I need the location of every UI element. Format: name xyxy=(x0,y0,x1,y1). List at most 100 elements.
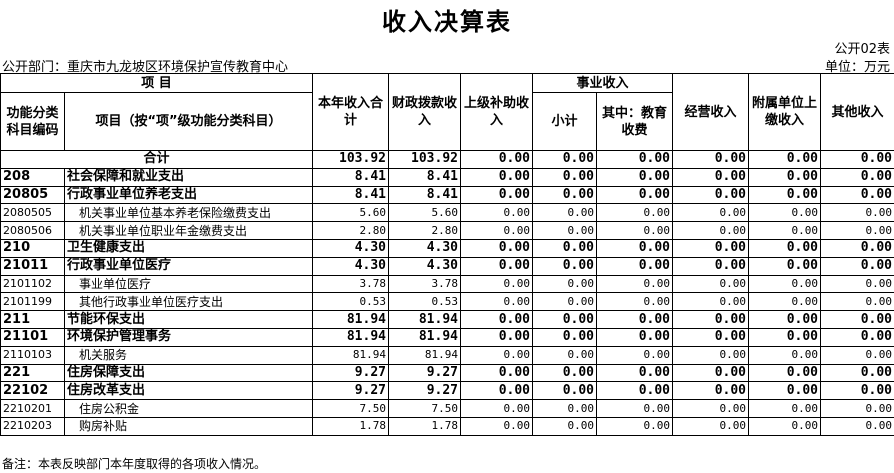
value-cell: 0.00 xyxy=(672,416,750,436)
value-cell: 0.00 xyxy=(820,399,894,418)
value-cell: 0.00 xyxy=(595,203,674,223)
value-cell: 0.00 xyxy=(460,150,533,169)
value-cell: 0.00 xyxy=(748,381,822,401)
data-row: 208 社会保障和就业支出 8.41 8.41 0.00 0.00 0.00 0.00 0.00… xyxy=(0,167,894,187)
value-cell: 0.00 xyxy=(820,310,894,329)
code-cell: 211 xyxy=(0,310,65,329)
name-cell: 购房补贴 xyxy=(64,416,313,436)
value-cell: 2.80 xyxy=(312,221,389,240)
value-cell: 0.00 xyxy=(595,185,674,205)
value-cell: 7.50 xyxy=(312,399,389,418)
data-row: 21101 环境保护管理事务 81.94 81.94 0.00 0.00 0.00 0.00 0… xyxy=(0,327,894,347)
value-cell: 0.00 xyxy=(532,345,597,365)
value-cell: 0.00 xyxy=(672,167,750,187)
value-cell: 0.00 xyxy=(820,327,894,347)
value-cell: 9.27 xyxy=(312,363,389,383)
total-row: 合计 103.92 103.92 0.00 0.00 0.00 0.00 0.00 0.00 xyxy=(0,150,894,169)
value-cell: 0.00 xyxy=(820,416,894,436)
value-cell: 0.00 xyxy=(820,345,894,365)
value-cell: 0.00 xyxy=(820,256,894,276)
value-cell: 0.00 xyxy=(595,221,674,240)
header-cell: 项目（按“项”级功能分类科目） xyxy=(64,92,313,151)
value-cell: 0.00 xyxy=(532,150,597,169)
value-cell: 0.00 xyxy=(595,274,674,294)
value-cell: 0.00 xyxy=(748,185,822,205)
data-row: 211 节能环保支出 81.94 81.94 0.00 0.00 0.00 0.00 0.00 0… xyxy=(0,310,894,329)
data-row: 2101199 其他行政事业单位医疗支出 0.53 0.53 0.00 0.00 0.00 0… xyxy=(0,292,894,312)
value-cell: 9.27 xyxy=(312,381,389,401)
name-cell: 环境保护管理事务 xyxy=(64,327,313,347)
data-row: 210 卫生健康支出 4.30 4.30 0.00 0.00 0.00 0.00 0.00 0.0… xyxy=(0,238,894,258)
data-row: 2210201 住房公积金 7.50 7.50 0.00 0.00 0.00 0.00 0.00… xyxy=(0,399,894,418)
value-cell: 2.80 xyxy=(388,221,461,240)
value-cell: 0.00 xyxy=(748,292,822,312)
value-cell: 0.00 xyxy=(532,256,597,276)
value-cell: 0.00 xyxy=(595,416,674,436)
value-cell: 0.00 xyxy=(532,399,597,418)
data-row: 2101102 事业单位医疗 3.78 3.78 0.00 0.00 0.00 0.00 0.0… xyxy=(0,274,894,294)
value-cell: 8.41 xyxy=(312,185,389,205)
value-cell: 0.00 xyxy=(748,274,822,294)
value-cell: 0.00 xyxy=(672,327,750,347)
value-cell: 0.00 xyxy=(672,150,750,169)
header-cell: 功能分类科目编码 xyxy=(0,92,65,151)
value-cell: 0.00 xyxy=(672,399,750,418)
value-cell: 0.00 xyxy=(595,238,674,258)
value-cell: 1.78 xyxy=(388,416,461,436)
value-cell: 0.00 xyxy=(595,292,674,312)
value-cell: 8.41 xyxy=(312,167,389,187)
name-cell: 行政事业单位医疗 xyxy=(64,256,313,276)
value-cell: 0.00 xyxy=(460,238,533,258)
value-cell: 0.53 xyxy=(388,292,461,312)
data-row: 2080505 机关事业单位基本养老保险缴费支出 5.60 5.60 0.00 0.00 0… xyxy=(0,203,894,223)
value-cell: 81.94 xyxy=(388,310,461,329)
value-cell: 0.00 xyxy=(748,238,822,258)
name-cell: 卫生健康支出 xyxy=(64,238,313,258)
value-cell: 0.00 xyxy=(460,274,533,294)
value-cell: 5.60 xyxy=(312,203,389,223)
header-cell: 本年收入合计 xyxy=(312,73,389,151)
income-table: 项 目 本年收入合计 财政拨款收入 上级补助收入 事业收入 经营收入 附属单位上… xyxy=(0,73,894,436)
data-row: 21011 行政事业单位医疗 4.30 4.30 0.00 0.00 0.00 0.00 0.0… xyxy=(0,256,894,276)
header-cell: 其中：教育收费 xyxy=(595,92,674,151)
value-cell: 0.00 xyxy=(532,381,597,401)
header-cell: 上级补助收入 xyxy=(460,73,533,151)
value-cell: 81.94 xyxy=(388,345,461,365)
value-cell: 103.92 xyxy=(312,150,389,169)
value-cell: 103.92 xyxy=(388,150,461,169)
value-cell: 0.00 xyxy=(460,416,533,436)
value-cell: 0.00 xyxy=(820,150,894,169)
value-cell: 0.00 xyxy=(748,256,822,276)
table-body: 合计 103.92 103.92 0.00 0.00 0.00 0.00 0.00 0.00 20… xyxy=(0,150,894,436)
value-cell: 0.00 xyxy=(532,238,597,258)
value-cell: 0.00 xyxy=(748,327,822,347)
value-cell: 0.00 xyxy=(820,381,894,401)
value-cell: 0.00 xyxy=(672,363,750,383)
value-cell: 81.94 xyxy=(312,345,389,365)
value-cell: 0.00 xyxy=(820,274,894,294)
name-cell: 行政事业单位养老支出 xyxy=(64,185,313,205)
value-cell: 81.94 xyxy=(312,327,389,347)
value-cell: 0.00 xyxy=(672,238,750,258)
value-cell: 0.00 xyxy=(460,292,533,312)
value-cell: 0.00 xyxy=(595,167,674,187)
value-cell: 0.00 xyxy=(460,399,533,418)
value-cell: 0.00 xyxy=(460,256,533,276)
header-cell: 财政拨款收入 xyxy=(388,73,461,151)
value-cell: 9.27 xyxy=(388,381,461,401)
value-cell: 0.00 xyxy=(595,345,674,365)
value-cell: 81.94 xyxy=(388,327,461,347)
code-cell: 22102 xyxy=(0,381,65,401)
name-cell: 机关事业单位职业年金缴费支出 xyxy=(64,221,313,240)
value-cell: 0.00 xyxy=(595,310,674,329)
value-cell: 0.00 xyxy=(748,399,822,418)
code-cell: 2101199 xyxy=(0,292,65,312)
name-cell: 住房改革支出 xyxy=(64,381,313,401)
value-cell: 0.00 xyxy=(748,345,822,365)
value-cell: 0.00 xyxy=(595,399,674,418)
note: 备注：本表反映部门本年度取得的各项收入情况。 xyxy=(2,457,267,471)
code-cell: 21011 xyxy=(0,256,65,276)
code-cell: 2210203 xyxy=(0,416,65,436)
data-row: 20805 行政事业单位养老支出 8.41 8.41 0.00 0.00 0.00 0.00 0… xyxy=(0,185,894,205)
